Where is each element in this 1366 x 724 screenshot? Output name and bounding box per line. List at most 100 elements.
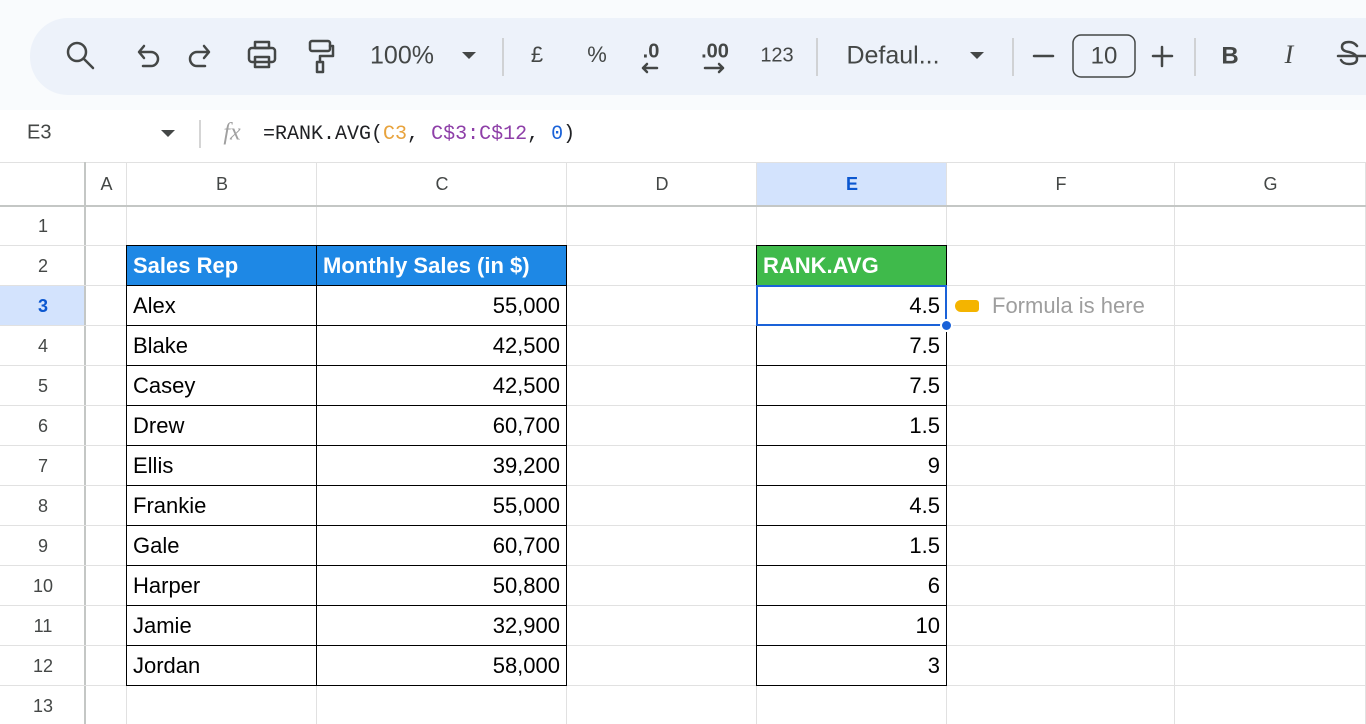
column-header[interactable]: G: [1175, 162, 1366, 206]
row-header[interactable]: 4: [0, 326, 86, 366]
grid-line: [0, 245, 1366, 246]
grid-line: [0, 525, 1366, 526]
row-header[interactable]: 11: [0, 606, 86, 646]
pointing-hand-icon: [955, 300, 979, 312]
increase-decimals[interactable]: .00: [701, 40, 729, 62]
grid-line: [0, 325, 1366, 326]
grid-line: [85, 162, 86, 724]
formula[interactable]: =RANK.AVG(C3, C$3:C$12, 0): [263, 123, 575, 146]
increase-font-button[interactable]: [1151, 45, 1174, 68]
formula-part: ,: [527, 123, 551, 146]
grid-line: [0, 365, 1366, 366]
row-header[interactable]: 12: [0, 646, 86, 686]
fill-handle[interactable]: [940, 319, 953, 332]
strikethrough-button[interactable]: [1336, 40, 1366, 66]
row-header[interactable]: 2: [0, 246, 86, 286]
name-box[interactable]: E3: [27, 121, 51, 143]
font-size-box[interactable]: [1072, 34, 1136, 78]
sales-cell[interactable]: 42,500: [316, 325, 567, 366]
table-header[interactable]: Monthly Sales (in $): [316, 245, 567, 286]
grid-line: [1174, 162, 1175, 724]
row-header[interactable]: 6: [0, 406, 86, 446]
name-cell[interactable]: Jamie: [126, 605, 317, 646]
decrease-decimals[interactable]: .0: [643, 40, 660, 62]
rank-cell[interactable]: 10: [756, 605, 947, 646]
sales-cell[interactable]: 42,500: [316, 365, 567, 406]
grid-line: [0, 605, 1366, 606]
search-button[interactable]: [66, 41, 95, 70]
increase-arrow: [703, 62, 725, 74]
rank-cell[interactable]: 7.5: [756, 365, 947, 406]
rank-cell[interactable]: 9: [756, 445, 947, 486]
rank-cell[interactable]: 7.5: [756, 325, 947, 366]
name-cell[interactable]: Ellis: [126, 445, 317, 486]
row-header[interactable]: 8: [0, 486, 86, 526]
percent-format[interactable]: %: [587, 42, 607, 67]
name-cell[interactable]: Jordan: [126, 645, 317, 686]
selection-border: [756, 285, 947, 326]
name-cell[interactable]: Frankie: [126, 485, 317, 526]
redo-button[interactable]: [188, 44, 211, 68]
sales-cell[interactable]: 50,800: [316, 565, 567, 606]
zoom[interactable]: 100%: [370, 42, 434, 70]
font-family[interactable]: Defaul...: [846, 42, 939, 70]
formula-bar-bg: [0, 110, 1366, 160]
row-header[interactable]: 1: [0, 206, 86, 246]
font-size[interactable]: 10: [1091, 42, 1118, 69]
font-dropdown[interactable]: [970, 52, 984, 59]
sales-cell[interactable]: 60,700: [316, 405, 567, 446]
note: Formula is here: [992, 293, 1145, 318]
formula-part: ,: [407, 123, 431, 146]
name-cell[interactable]: Drew: [126, 405, 317, 446]
top-bars: 100% £ % .0 .00 123 Defaul... 10 B I E3 …: [0, 0, 1366, 160]
row-header[interactable]: 5: [0, 366, 86, 406]
row-header[interactable]: 13: [0, 686, 86, 724]
column-header[interactable]: C: [317, 162, 567, 206]
name-cell[interactable]: Gale: [126, 525, 317, 566]
rank-cell[interactable]: 6: [756, 565, 947, 606]
column-header[interactable]: D: [567, 162, 757, 206]
row-header[interactable]: 3: [0, 286, 86, 326]
grid-line: [316, 162, 317, 724]
row-header[interactable]: 10: [0, 566, 86, 606]
number-format[interactable]: 123: [760, 44, 793, 66]
column-header[interactable]: F: [947, 162, 1175, 206]
grid-line: [946, 162, 947, 724]
sales-cell[interactable]: 60,700: [316, 525, 567, 566]
paint-format-button[interactable]: [308, 39, 335, 74]
rank-cell[interactable]: 1.5: [756, 405, 947, 446]
sales-cell[interactable]: 55,000: [316, 285, 567, 326]
zoom-dropdown[interactable]: [462, 52, 476, 59]
rank-cell[interactable]: 4.5: [756, 285, 947, 326]
column-header[interactable]: E: [757, 162, 947, 206]
bold-button[interactable]: B: [1221, 42, 1238, 69]
sales-cell[interactable]: 58,000: [316, 645, 567, 686]
undo-button[interactable]: [137, 44, 160, 68]
currency-format[interactable]: £: [531, 42, 543, 67]
column-header[interactable]: A: [86, 162, 127, 206]
sales-cell[interactable]: 55,000: [316, 485, 567, 526]
italic-button[interactable]: I: [1284, 40, 1295, 69]
print-button[interactable]: [247, 40, 277, 69]
grid-line: [0, 285, 1366, 286]
rank-header[interactable]: RANK.AVG: [756, 245, 947, 286]
grid-line: [566, 162, 567, 724]
column-header[interactable]: B: [127, 162, 317, 206]
name-cell[interactable]: Alex: [126, 285, 317, 326]
sales-cell[interactable]: 32,900: [316, 605, 567, 646]
rank-cell[interactable]: 4.5: [756, 485, 947, 526]
rank-cell[interactable]: 3: [756, 645, 947, 686]
grid-line: [756, 162, 757, 724]
table-header[interactable]: Sales Rep: [126, 245, 317, 286]
grid-line: [0, 485, 1366, 486]
fx-label: fx: [223, 120, 241, 146]
name-cell[interactable]: Casey: [126, 365, 317, 406]
sales-cell[interactable]: 39,200: [316, 445, 567, 486]
rank-cell[interactable]: 1.5: [756, 525, 947, 566]
name-cell[interactable]: Blake: [126, 325, 317, 366]
row-header[interactable]: 9: [0, 526, 86, 566]
name-box-dropdown[interactable]: [161, 130, 175, 137]
row-header[interactable]: 7: [0, 446, 86, 486]
name-cell[interactable]: Harper: [126, 565, 317, 606]
